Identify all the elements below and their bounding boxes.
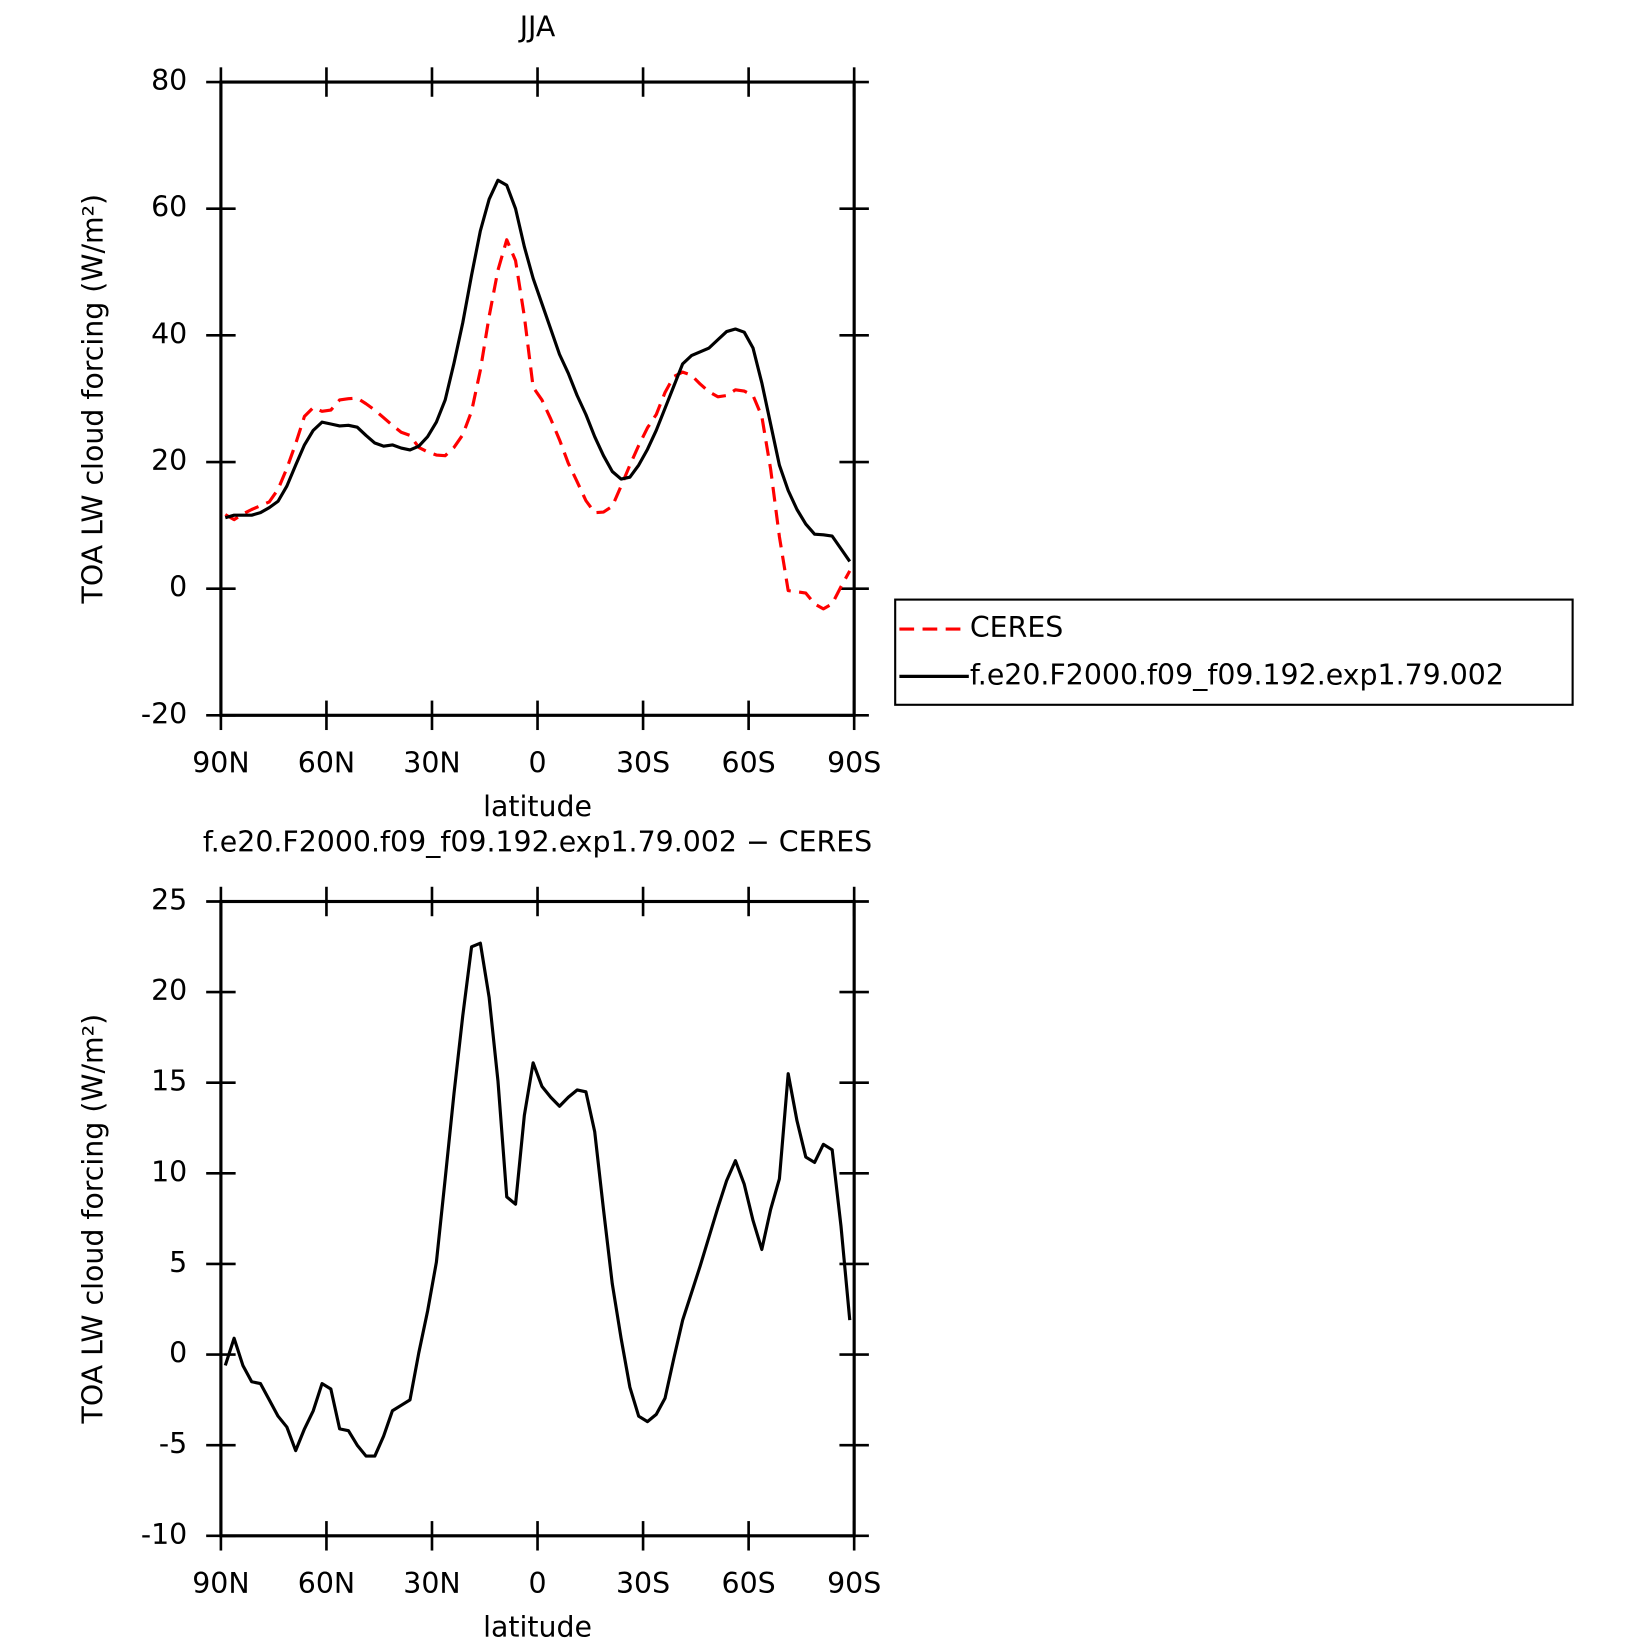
x-tick-label: 60S (722, 1567, 776, 1600)
y-tick-label: -10 (141, 1518, 187, 1551)
plot-frame (219, 899, 856, 1538)
x-tick-label: 90S (827, 1567, 881, 1600)
y-tick-label: 0 (169, 571, 187, 604)
x-tick-label: 30S (616, 1567, 670, 1600)
legend-label: CERES (970, 611, 1063, 644)
data-line (224, 238, 852, 611)
y-tick-label: 80 (151, 64, 187, 97)
x-tick-label: 90N (192, 747, 249, 780)
y-axis-label: TOA LW cloud forcing (W/m²) (77, 1014, 110, 1425)
x-tick-label: 0 (528, 747, 546, 780)
x-tick-label: 0 (528, 1567, 546, 1600)
y-tick-label: 40 (151, 317, 187, 350)
y-tick-label: 10 (151, 1155, 187, 1188)
y-tick-label: 60 (151, 191, 187, 224)
x-axis-label: latitude (483, 1610, 592, 1641)
x-tick-label: 30S (616, 747, 670, 780)
x-tick-label: 60N (298, 1567, 355, 1600)
y-tick-label: 20 (151, 974, 187, 1007)
y-tick-label: -20 (141, 697, 187, 730)
y-tick-label: 15 (151, 1065, 187, 1098)
y-tick-label: 25 (151, 883, 187, 916)
legend-label: f.e20.F2000.f09_f09.192.exp1.79.002 (970, 658, 1504, 691)
x-tick-label: 90N (192, 1567, 249, 1600)
x-axis-label: latitude (483, 790, 592, 823)
chart-title: JJA (518, 10, 556, 43)
legend-box (894, 598, 1574, 706)
x-tick-label: 30N (403, 1567, 460, 1600)
x-tick-label: 60S (722, 747, 776, 780)
y-tick-label: 0 (169, 1337, 187, 1370)
plot-frame (219, 80, 856, 717)
y-tick-label: -5 (159, 1427, 187, 1460)
x-tick-label: 30N (403, 747, 460, 780)
y-tick-label: 5 (169, 1246, 187, 1279)
data-line (223, 941, 852, 1458)
x-tick-label: 90S (827, 747, 881, 780)
x-tick-label: 60N (298, 747, 355, 780)
y-axis-label: TOA LW cloud forcing (W/m²) (77, 194, 110, 605)
chart-title: f.e20.F2000.f09_f09.192.exp1.79.002 − CE… (203, 826, 872, 859)
y-tick-label: 20 (151, 444, 187, 477)
data-line (224, 178, 852, 563)
